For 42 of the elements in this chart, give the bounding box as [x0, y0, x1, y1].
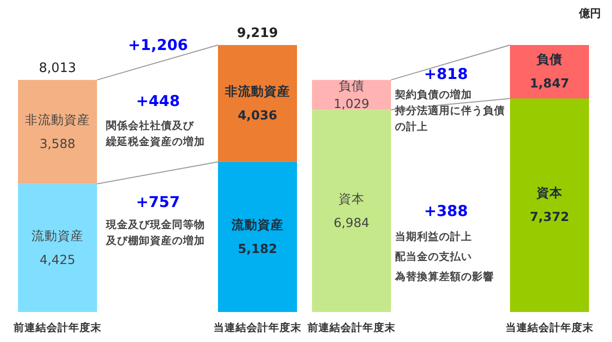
text: 億円: [578, 7, 601, 20]
data-label: 4,425: [40, 252, 76, 267]
x-tick-label: 前連結会計年度末: [12, 321, 102, 334]
x-tick-label: 当連結会計年度末: [214, 321, 302, 334]
annotation: +1,206: [128, 36, 188, 54]
bar: [218, 45, 297, 162]
bar: [510, 98, 589, 312]
data-label: 4,036: [238, 107, 278, 122]
data-label: 5,182: [238, 240, 278, 256]
bar: [18, 80, 97, 184]
total-label: 8,013: [38, 60, 76, 76]
text: 流動資産: [232, 216, 284, 232]
bar: [18, 184, 97, 312]
series-label: 負債: [338, 78, 364, 93]
total-label: 9,219: [236, 26, 278, 42]
annotation: +818: [424, 65, 468, 83]
x-tick-label: 当連結会計年度末: [506, 321, 594, 334]
data-label: 7,372: [530, 209, 570, 224]
annotation: 関係会社社債及び繰延税金資産の増加: [105, 119, 205, 148]
data-label: 1,847: [530, 76, 570, 91]
text: 資本: [536, 185, 562, 200]
x-tick-label: 前連結会計年度末: [306, 321, 396, 334]
annotation: 現金及び現金同等物及び棚卸資産の増加: [105, 218, 205, 247]
series-label: 流動資産: [32, 228, 84, 243]
annotation: 持分法適用に伴う負債の計上: [394, 104, 505, 133]
annotation: 配当金の支払い: [395, 250, 472, 263]
text: 非流動資産: [225, 83, 290, 98]
bar: [510, 45, 589, 98]
data-label: 3,588: [40, 136, 76, 151]
annotation: 契約負債の増加: [394, 88, 472, 101]
data-label: 1,029: [334, 96, 370, 111]
annotation: +388: [424, 202, 468, 220]
series-label: 資本: [338, 190, 364, 206]
bar: [218, 162, 297, 312]
text: 負債: [536, 52, 562, 67]
annotation: +448: [136, 92, 180, 110]
series-label: 非流動資産: [25, 112, 90, 127]
annotation: 当期利益の計上: [395, 230, 472, 243]
bar: [312, 110, 391, 312]
data-label: 6,984: [334, 214, 370, 230]
annotation: 為替換算差額の影響: [394, 270, 494, 283]
annotation: +757: [136, 193, 180, 211]
